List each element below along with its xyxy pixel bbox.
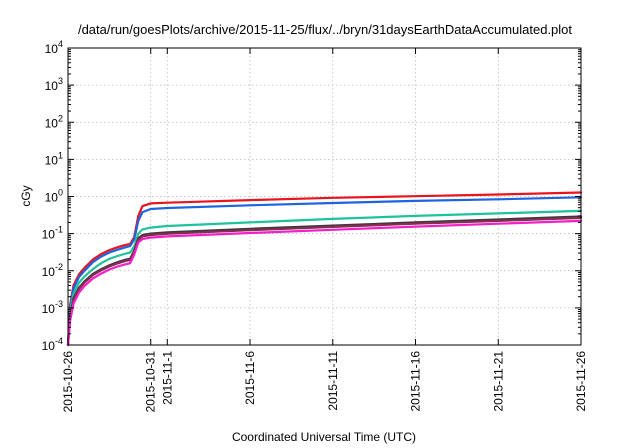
- series-line-2: [66, 196, 583, 347]
- series-line-5: [66, 216, 583, 347]
- x-axis: 2015-10-26 2015-10-31 2015-11-1 2015-11-6 20…: [61, 48, 588, 412]
- y-tick-label: 101: [45, 150, 63, 167]
- x-tick-label: 2015-11-26: [574, 351, 588, 412]
- series-line-3: [66, 209, 583, 347]
- y-tick-label: 104: [45, 39, 63, 56]
- y-tick-label: 10-1: [42, 225, 63, 242]
- y-tick-label: 10-2: [42, 262, 63, 279]
- x-tick-label: 2015-11-1: [160, 351, 174, 405]
- y-tick-label: 102: [45, 113, 63, 130]
- x-axis-label: Coordinated Universal Time (UTC): [232, 430, 416, 444]
- x-tick-label: 2015-11-16: [409, 351, 423, 412]
- series-line-6: [66, 219, 583, 347]
- chart-title: /data/run/goesPlots/archive/2015-11-25/f…: [78, 22, 572, 37]
- series-line-1: [66, 191, 583, 347]
- x-tick-label: 2015-10-31: [144, 351, 158, 413]
- y-tick-label: 10-4: [42, 336, 63, 353]
- y-tick-label: 10-3: [42, 299, 63, 316]
- grid: [68, 48, 581, 345]
- x-tick-label: 2015-11-6: [243, 351, 257, 405]
- x-tick-label: 2015-10-26: [61, 351, 75, 413]
- y-tick-label: 100: [45, 188, 63, 205]
- x-tick-label: 2015-11-11: [326, 351, 340, 411]
- y-tick-label: 103: [45, 76, 63, 93]
- x-tick-label: 2015-11-21: [491, 351, 505, 412]
- series-group: [66, 191, 583, 347]
- y-axis: 10-4 10-3 10-2 10-1 100 101 102 103 104: [42, 39, 581, 353]
- y-axis-label: cGy: [19, 185, 33, 206]
